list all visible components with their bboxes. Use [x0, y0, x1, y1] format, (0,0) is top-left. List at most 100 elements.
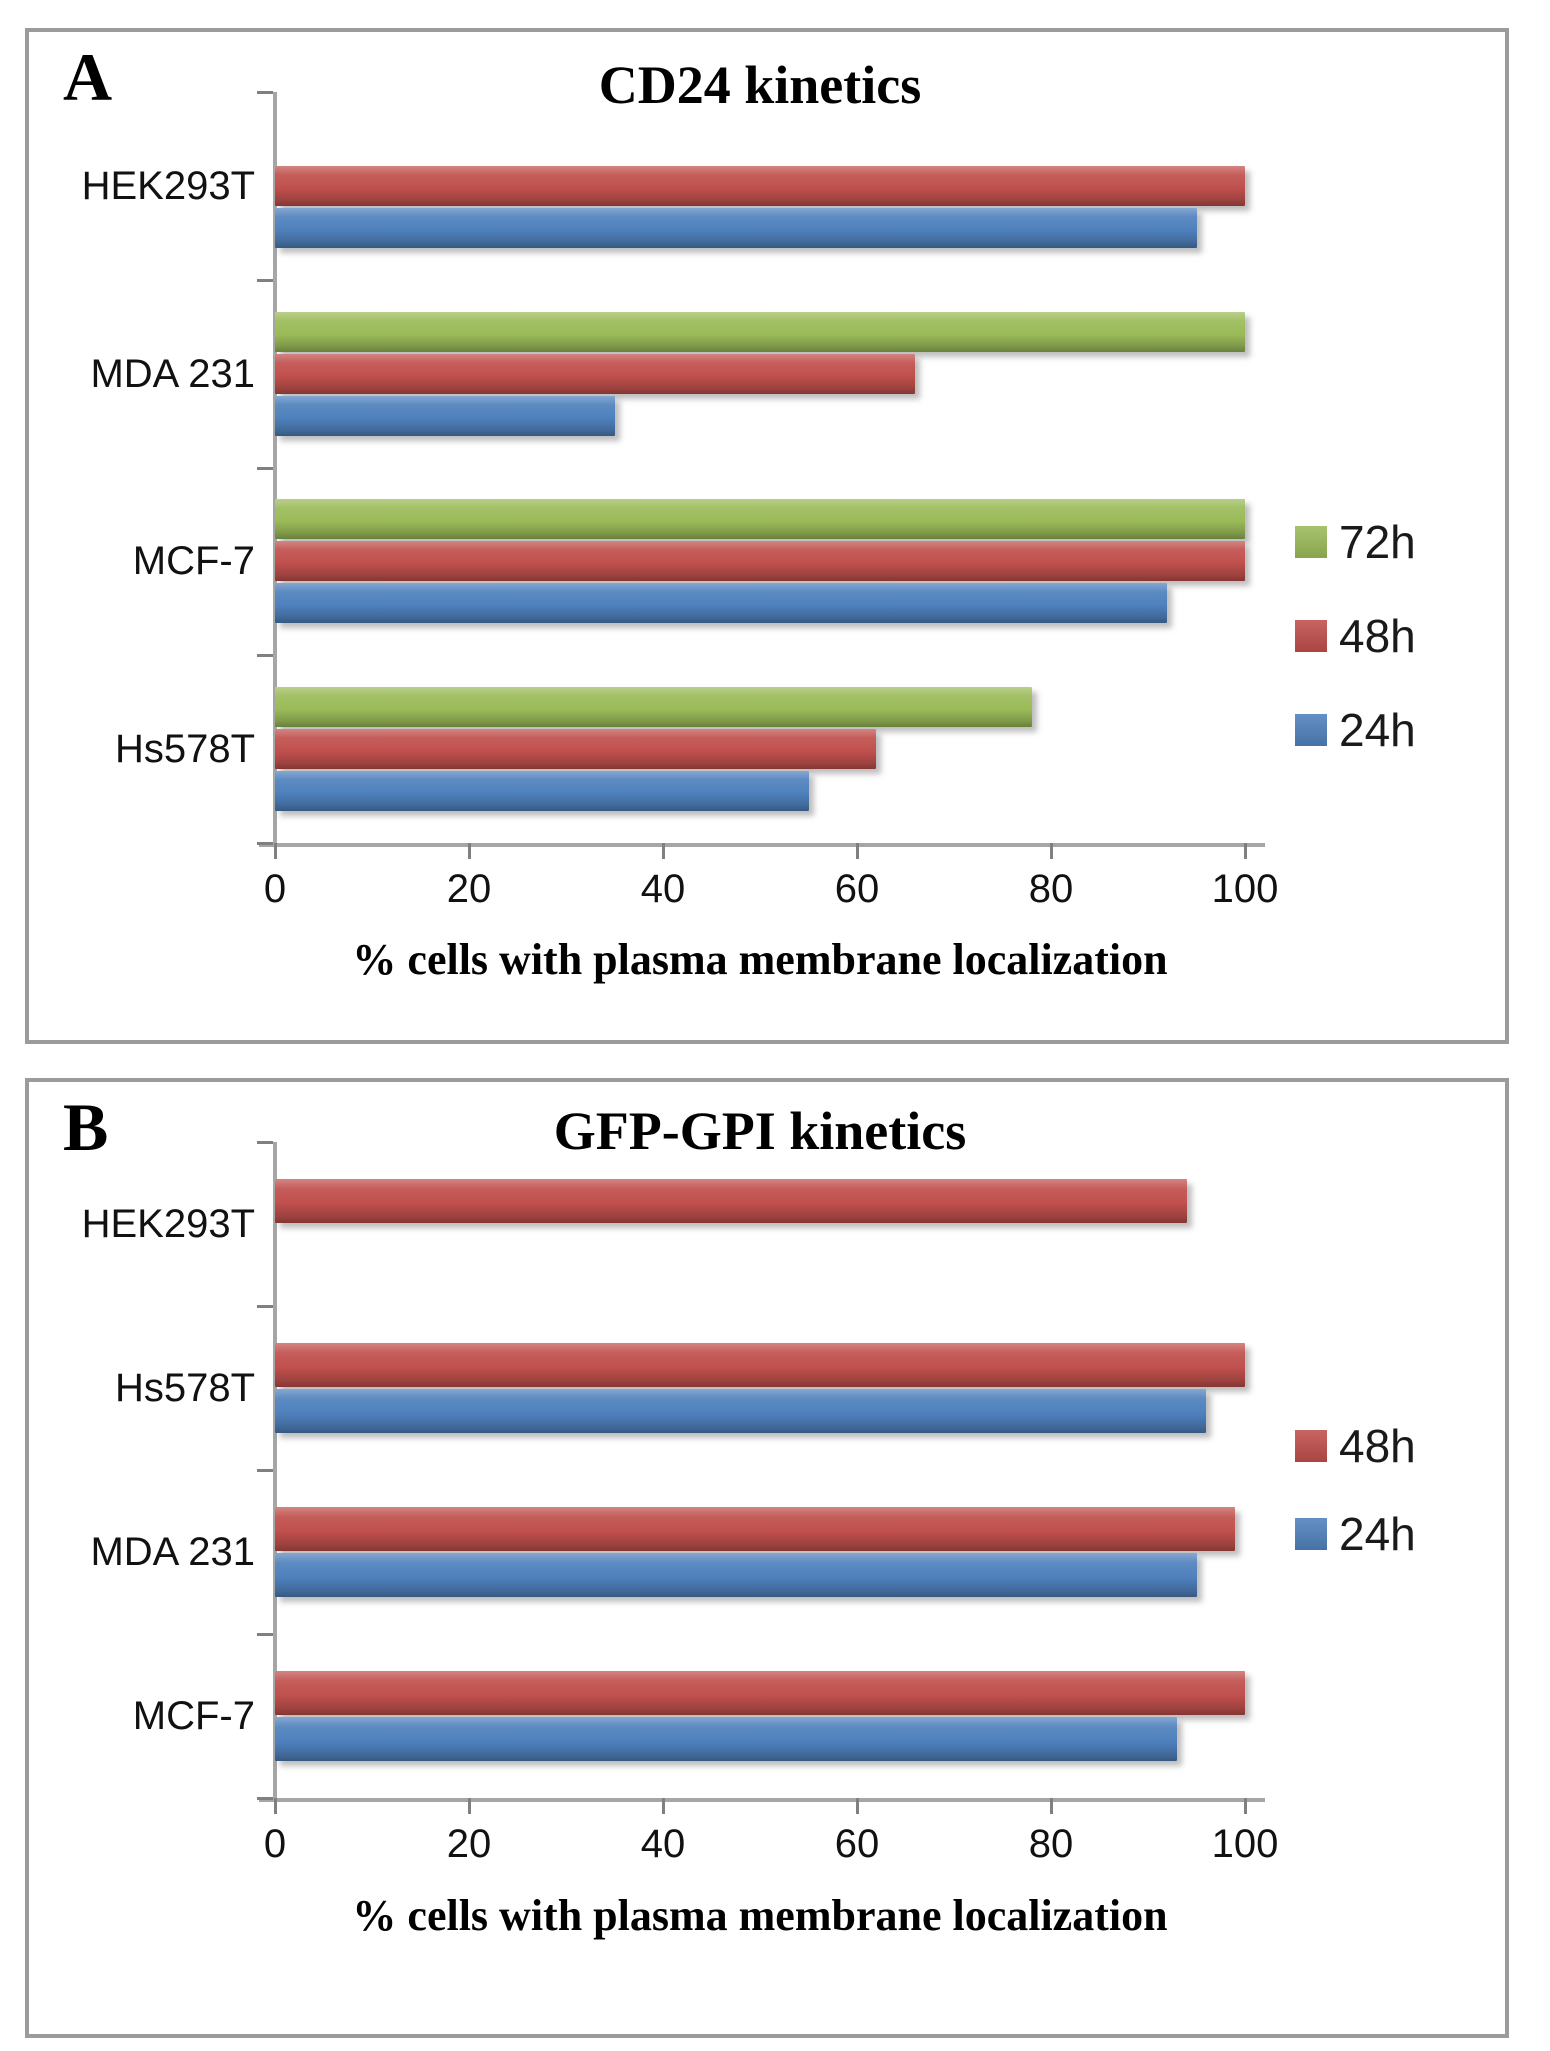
y-axis-tick: [257, 654, 273, 658]
bar-48h-HEK293T: [275, 1179, 1187, 1223]
bar-72h-Hs578T: [275, 687, 1032, 728]
bar-slot: [275, 1224, 1245, 1270]
x-axis-tick: [468, 843, 471, 859]
bar-slot: [275, 1670, 1245, 1716]
bar-slot: [275, 207, 1245, 249]
x-axis-line: [259, 843, 1265, 847]
x-tick-label: 0: [263, 867, 287, 911]
chart-title-b: GFP-GPI kinetics: [553, 1101, 967, 1161]
bar-48h-Hs578T: [275, 729, 877, 770]
x-tick-label: 20: [446, 867, 492, 911]
y-axis-tick: [257, 91, 273, 94]
bar-24h-Hs578T: [275, 1389, 1207, 1433]
y-axis-tick: [257, 1797, 273, 1800]
x-axis-label-b: % cells with plasma membrane localizatio…: [352, 1891, 1168, 1940]
legend-swatch-24h: [1295, 714, 1327, 746]
category-label: MCF-7: [132, 1694, 255, 1738]
bar-48h-Hs578T: [275, 1343, 1245, 1387]
bar-24h-MCF-7: [275, 583, 1168, 624]
bar-24h-MDA 231: [275, 395, 615, 436]
x-tick-label: 0: [263, 1822, 287, 1866]
x-axis-tick: [274, 843, 277, 859]
bar-slot: [275, 498, 1245, 540]
x-tick-label: 100: [1211, 867, 1279, 911]
y-axis-line: [273, 1142, 277, 1800]
bar-slot: [275, 395, 1245, 437]
legend-swatch-48h: [1295, 1430, 1327, 1462]
bar-24h-MCF-7: [275, 1717, 1178, 1761]
category-label: MDA 231: [90, 1530, 255, 1574]
legend-item-48h: 48h: [1295, 612, 1416, 660]
bar-slot: [275, 1178, 1245, 1224]
bar-24h-MDA 231: [275, 1553, 1197, 1597]
x-tick-label: 80: [1028, 867, 1074, 911]
x-axis-tick: [856, 1798, 859, 1814]
legend-swatch-24h: [1295, 1518, 1327, 1550]
y-axis-tick: [257, 278, 273, 282]
bar-slot: [275, 353, 1245, 395]
y-axis-tick: [257, 466, 273, 470]
x-axis-tick: [856, 843, 859, 859]
x-axis-tick: [662, 843, 665, 859]
bar-slot: [275, 582, 1245, 624]
bar-slot: [275, 1506, 1245, 1552]
bar-72h-MDA 231: [275, 311, 1245, 352]
category-row: [275, 280, 1245, 468]
bar-slot: [275, 123, 1245, 165]
bar-slot: [275, 770, 1245, 812]
bar-48h-MDA 231: [275, 353, 916, 394]
figure-panel-b: B GFP-GPI kinetics 0 20 40 60 80 100 HEK293T Hs…: [25, 1078, 1509, 2038]
category-label: MDA 231: [90, 351, 255, 396]
legend-label-24h: 24h: [1339, 1508, 1416, 1560]
figure-panel-a: A CD24 kinetics 0 20 40 60 80 100 HEK293T MDA 2…: [25, 28, 1509, 1044]
y-axis-tick: [257, 1305, 273, 1308]
y-axis-tick: [257, 1469, 273, 1472]
x-tick-label: 40: [640, 1822, 686, 1866]
chart-title-a: CD24 kinetics: [598, 55, 922, 115]
x-tick-label: 20: [446, 1822, 492, 1866]
legend-label-48h: 48h: [1339, 610, 1416, 662]
plot-area-b: 0 20 40 60 80 100 HEK293T Hs578T MDA 231 MCF-7: [82, 1141, 1278, 1866]
legend-swatch-72h: [1295, 526, 1327, 558]
bar-slot: [275, 1716, 1245, 1762]
x-axis-tick: [1244, 1798, 1247, 1814]
x-axis-label-a: % cells with plasma membrane localizatio…: [352, 935, 1168, 984]
legend-item-24h: 24h: [1295, 706, 1416, 754]
category-row: [275, 1142, 1245, 1306]
bar-48h-MDA 231: [275, 1507, 1236, 1551]
x-tick-label: 100: [1211, 1822, 1279, 1866]
category-row: [275, 1634, 1245, 1798]
bar-48h-MCF-7: [275, 541, 1245, 582]
category-label: HEK293T: [81, 1202, 255, 1246]
legend-label-48h: 48h: [1339, 1420, 1416, 1472]
legend-label-24h: 24h: [1339, 704, 1416, 756]
y-axis-tick: [257, 1141, 273, 1144]
category-label: Hs578T: [114, 727, 255, 772]
legend-label-72h: 72h: [1339, 516, 1416, 568]
category-row: [275, 468, 1245, 656]
category-row: [275, 1470, 1245, 1634]
legend-item-48h: 48h: [1295, 1422, 1416, 1470]
x-axis-tick: [662, 1798, 665, 1814]
legend-item-72h: 72h: [1295, 518, 1416, 566]
x-axis-tick: [1244, 843, 1247, 859]
bar-slot: [275, 728, 1245, 770]
y-axis-tick: [257, 842, 273, 845]
bar-72h-MCF-7: [275, 499, 1245, 540]
y-axis-line: [273, 92, 277, 845]
panel-letter-b: B: [63, 1089, 109, 1165]
y-axis-tick: [257, 1633, 273, 1636]
legend-swatch-48h: [1295, 620, 1327, 652]
bar-slot: [275, 311, 1245, 353]
x-axis-tick: [1050, 843, 1053, 859]
x-tick-label: 40: [640, 867, 686, 911]
category-label: HEK293T: [81, 163, 255, 208]
plot-area-a: 0 20 40 60 80 100 HEK293T MDA 231 MCF-7 Hs578T: [82, 91, 1278, 911]
x-axis-tick: [1050, 1798, 1053, 1814]
x-tick-label: 60: [834, 867, 880, 911]
category-label: Hs578T: [114, 1366, 255, 1410]
x-axis-tick: [468, 1798, 471, 1814]
x-tick-label: 80: [1028, 1822, 1074, 1866]
category-label: MCF-7: [132, 539, 255, 584]
category-row: [275, 655, 1245, 843]
